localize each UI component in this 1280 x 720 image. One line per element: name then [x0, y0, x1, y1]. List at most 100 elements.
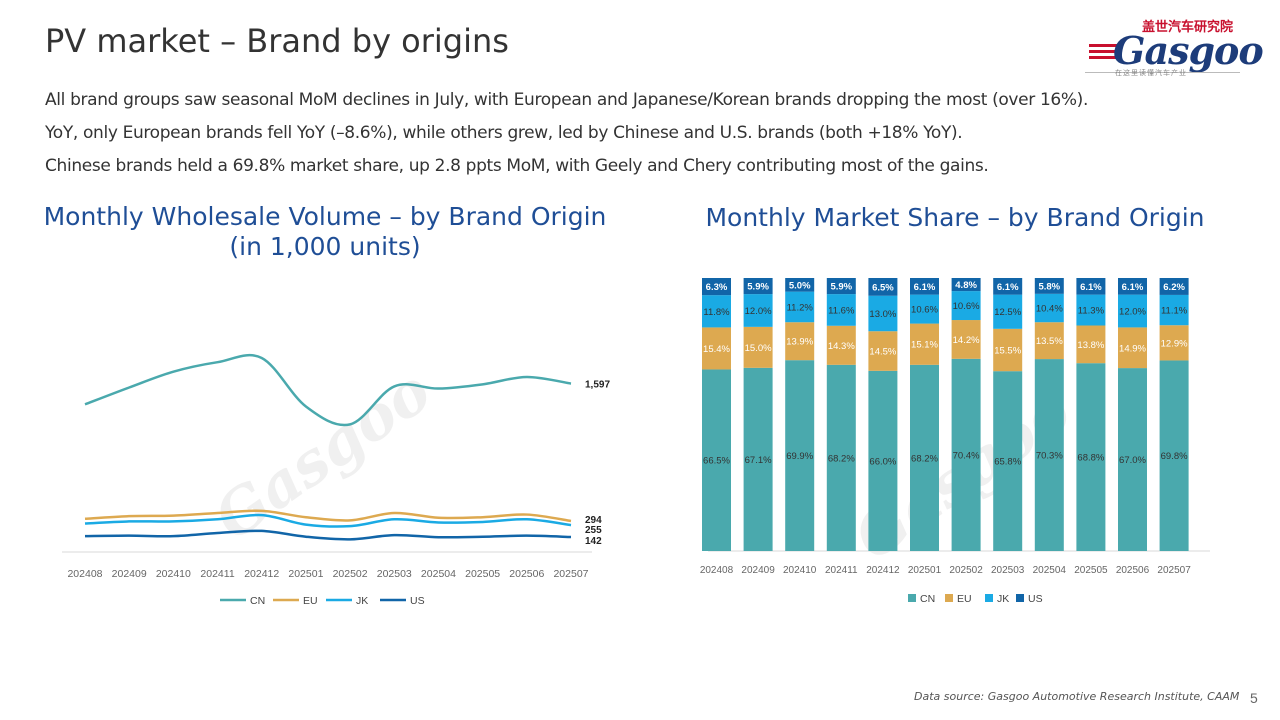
data-label-jk: 12.0% — [745, 306, 772, 317]
series-line-us — [84, 529, 572, 541]
data-label-us: 6.1% — [914, 282, 936, 293]
bar-segment-jk — [1034, 293, 1064, 323]
bar-segment-cn — [993, 371, 1023, 551]
data-label-cn: 65.8% — [994, 457, 1021, 468]
bar-segment-eu — [868, 331, 898, 371]
bar-segment-us — [1118, 278, 1147, 295]
data-label-us: 6.5% — [872, 282, 894, 293]
x-tick-label: 202502 — [333, 568, 368, 580]
data-label-jk: 13.0% — [869, 309, 896, 320]
data-label-cn: 67.1% — [745, 455, 772, 466]
data-label-us: 6.3% — [706, 282, 728, 293]
data-label-jk: 11.8% — [703, 307, 730, 318]
x-tick-label: 202504 — [1033, 565, 1067, 576]
summary-bullets: All brand groups saw seasonal MoM declin… — [45, 84, 1088, 183]
bar-segment-cn — [1034, 359, 1064, 551]
x-tick-label: 202412 — [244, 568, 279, 580]
bar-segment-us — [1076, 278, 1106, 295]
x-tick-label: 202505 — [1074, 565, 1108, 576]
series-line-cn — [84, 353, 572, 427]
x-tick-label: 202506 — [509, 568, 544, 580]
data-label-eu: 14.9% — [1119, 343, 1146, 354]
x-tick-label: 202507 — [1157, 565, 1191, 576]
x-tick-label: 202501 — [908, 565, 942, 576]
legend-swatch-eu — [945, 594, 953, 602]
legend-swatch-cn — [908, 594, 916, 602]
bar-segment-us — [1159, 278, 1189, 295]
end-value-label-jk: 255 — [585, 525, 602, 536]
bar-segment-eu — [1034, 322, 1064, 360]
data-label-eu: 14.5% — [869, 347, 896, 358]
bar-segment-eu — [1118, 327, 1147, 369]
end-value-label-us: 142 — [585, 536, 602, 547]
data-label-cn: 70.4% — [953, 450, 980, 461]
data-label-eu: 14.3% — [828, 341, 855, 352]
legend-swatch-jk — [985, 594, 993, 602]
bar-segment-cn — [785, 360, 815, 551]
data-label-eu: 13.9% — [786, 337, 813, 348]
x-tick-label: 202408 — [67, 568, 102, 580]
bar-segment-jk — [910, 294, 939, 324]
bar-segment-jk — [993, 294, 1023, 329]
bullet-1: All brand groups saw seasonal MoM declin… — [45, 90, 1089, 110]
bar-segment-us — [702, 278, 731, 296]
data-label-us: 5.8% — [1038, 281, 1060, 292]
bar-segment-eu — [910, 323, 939, 365]
data-label-eu: 15.1% — [911, 340, 938, 351]
bar-segment-jk — [1118, 294, 1147, 328]
x-tick-label: 202507 — [553, 568, 588, 580]
data-label-us: 6.1% — [1080, 282, 1102, 293]
data-label-eu: 13.8% — [1077, 340, 1104, 351]
legend-label-jk: JK — [997, 593, 1009, 605]
legend-swatch-us — [1016, 594, 1024, 602]
bar-segment-cn — [1076, 363, 1106, 551]
bullet-2: YoY, only European brands fell YoY (–8.6… — [45, 123, 963, 143]
data-label-cn: 66.5% — [703, 456, 730, 467]
bar-segment-us — [785, 278, 815, 292]
data-label-us: 5.9% — [747, 282, 769, 293]
bar-segment-jk — [1159, 294, 1189, 326]
data-label-jk: 10.6% — [911, 305, 938, 316]
bar-segment-eu — [1076, 325, 1106, 364]
legend-label-us: US — [410, 595, 425, 607]
data-label-cn: 68.8% — [1077, 453, 1104, 464]
bar-segment-jk — [1076, 294, 1106, 326]
x-tick-label: 202501 — [288, 568, 323, 580]
data-label-us: 6.1% — [1122, 282, 1144, 293]
legend-label-us: US — [1028, 593, 1043, 605]
x-tick-label: 202409 — [741, 565, 775, 576]
bar-segment-cn — [910, 364, 939, 551]
bar-segment-us — [993, 278, 1023, 295]
x-tick-label: 202504 — [421, 568, 456, 580]
bar-segment-us — [1034, 278, 1064, 294]
x-tick-label: 202410 — [783, 565, 817, 576]
x-tick-label: 202410 — [156, 568, 191, 580]
data-label-cn: 70.3% — [1036, 451, 1063, 462]
bar-segment-us — [868, 278, 898, 296]
bar-segment-us — [951, 278, 981, 292]
page-title: PV market – Brand by origins — [45, 22, 509, 60]
data-label-us: 5.9% — [830, 282, 852, 293]
x-tick-label: 202505 — [465, 568, 500, 580]
x-tick-label: 202409 — [112, 568, 147, 580]
data-label-cn: 69.9% — [786, 451, 813, 462]
bar-segment-eu — [951, 320, 981, 359]
data-label-eu: 15.4% — [703, 344, 730, 355]
x-tick-label: 202412 — [866, 565, 900, 576]
bar-segment-eu — [826, 325, 856, 365]
data-label-cn: 66.0% — [869, 456, 896, 467]
bar-segment-jk — [702, 295, 731, 328]
volume-chart-title-line1: Monthly Wholesale Volume – by Brand Orig… — [43, 202, 607, 231]
legend-label-eu: EU — [303, 595, 318, 607]
data-label-us: 6.2% — [1163, 282, 1185, 293]
bar-segment-us — [910, 278, 939, 295]
x-tick-label: 202411 — [200, 568, 234, 580]
legend-label-cn: CN — [250, 595, 265, 607]
data-label-cn: 68.2% — [828, 453, 855, 464]
bar-segment-jk — [868, 295, 898, 332]
bar-segment-us — [743, 278, 773, 295]
logo-tagline: 在这里读懂汽车产业 — [1115, 70, 1187, 77]
bar-segment-cn — [702, 369, 731, 551]
x-tick-label: 202503 — [991, 565, 1025, 576]
data-label-us: 4.8% — [955, 280, 977, 291]
